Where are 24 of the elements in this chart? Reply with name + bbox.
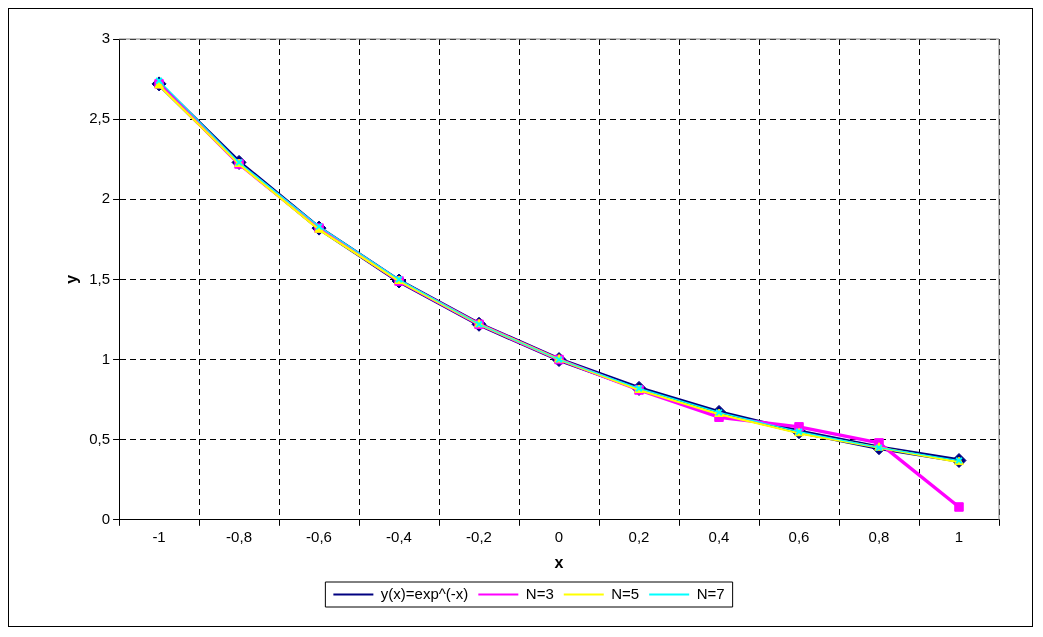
y-tick-label: 1 [101, 349, 111, 367]
x-tick-label: 0,4 [708, 527, 730, 545]
legend-label: N=3 [525, 584, 554, 602]
x-tick-label: 0 [554, 527, 564, 545]
x-tick-label: 0,8 [868, 527, 890, 545]
x-tick-label: -0,8 [226, 527, 252, 545]
x-axis-title: x [554, 553, 564, 571]
y-tick-label: 2,5 [89, 109, 111, 127]
x-tick-label: -0,2 [466, 527, 492, 545]
x-tick-label: 0,6 [788, 527, 810, 545]
y-tick-label: 3 [101, 29, 111, 47]
legend-label: N=7 [696, 584, 725, 602]
y-tick-label: 2 [101, 189, 111, 207]
x-tick-label: 1 [954, 527, 964, 545]
x-tick-label: 0,2 [628, 527, 650, 545]
y-tick-label: 0 [101, 509, 111, 527]
x-tick-label: -0,4 [386, 527, 412, 545]
y-tick-label: 1,5 [89, 269, 111, 287]
legend-label: N=5 [611, 584, 640, 602]
y-axis-title: y [63, 274, 81, 284]
x-tick-label: -0,6 [306, 527, 332, 545]
x-tick-label: -1 [152, 527, 166, 545]
y-tick-label: 0,5 [89, 429, 111, 447]
legend-label: y(x)=exp^(-x) [380, 584, 469, 602]
